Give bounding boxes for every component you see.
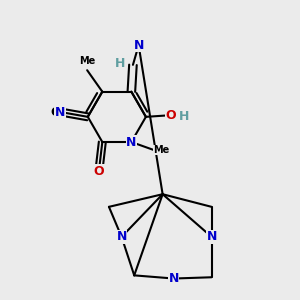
Text: N: N <box>126 136 136 148</box>
Text: H: H <box>178 110 189 123</box>
Text: Me: Me <box>154 145 170 155</box>
Text: C: C <box>50 106 59 118</box>
Text: N: N <box>55 106 65 118</box>
Text: N: N <box>169 272 179 285</box>
Text: Me: Me <box>79 56 95 66</box>
Text: O: O <box>94 165 104 178</box>
Text: H: H <box>115 57 125 70</box>
Text: N: N <box>206 230 217 243</box>
Text: O: O <box>166 109 176 122</box>
Text: N: N <box>134 39 144 52</box>
Text: N: N <box>116 230 127 243</box>
